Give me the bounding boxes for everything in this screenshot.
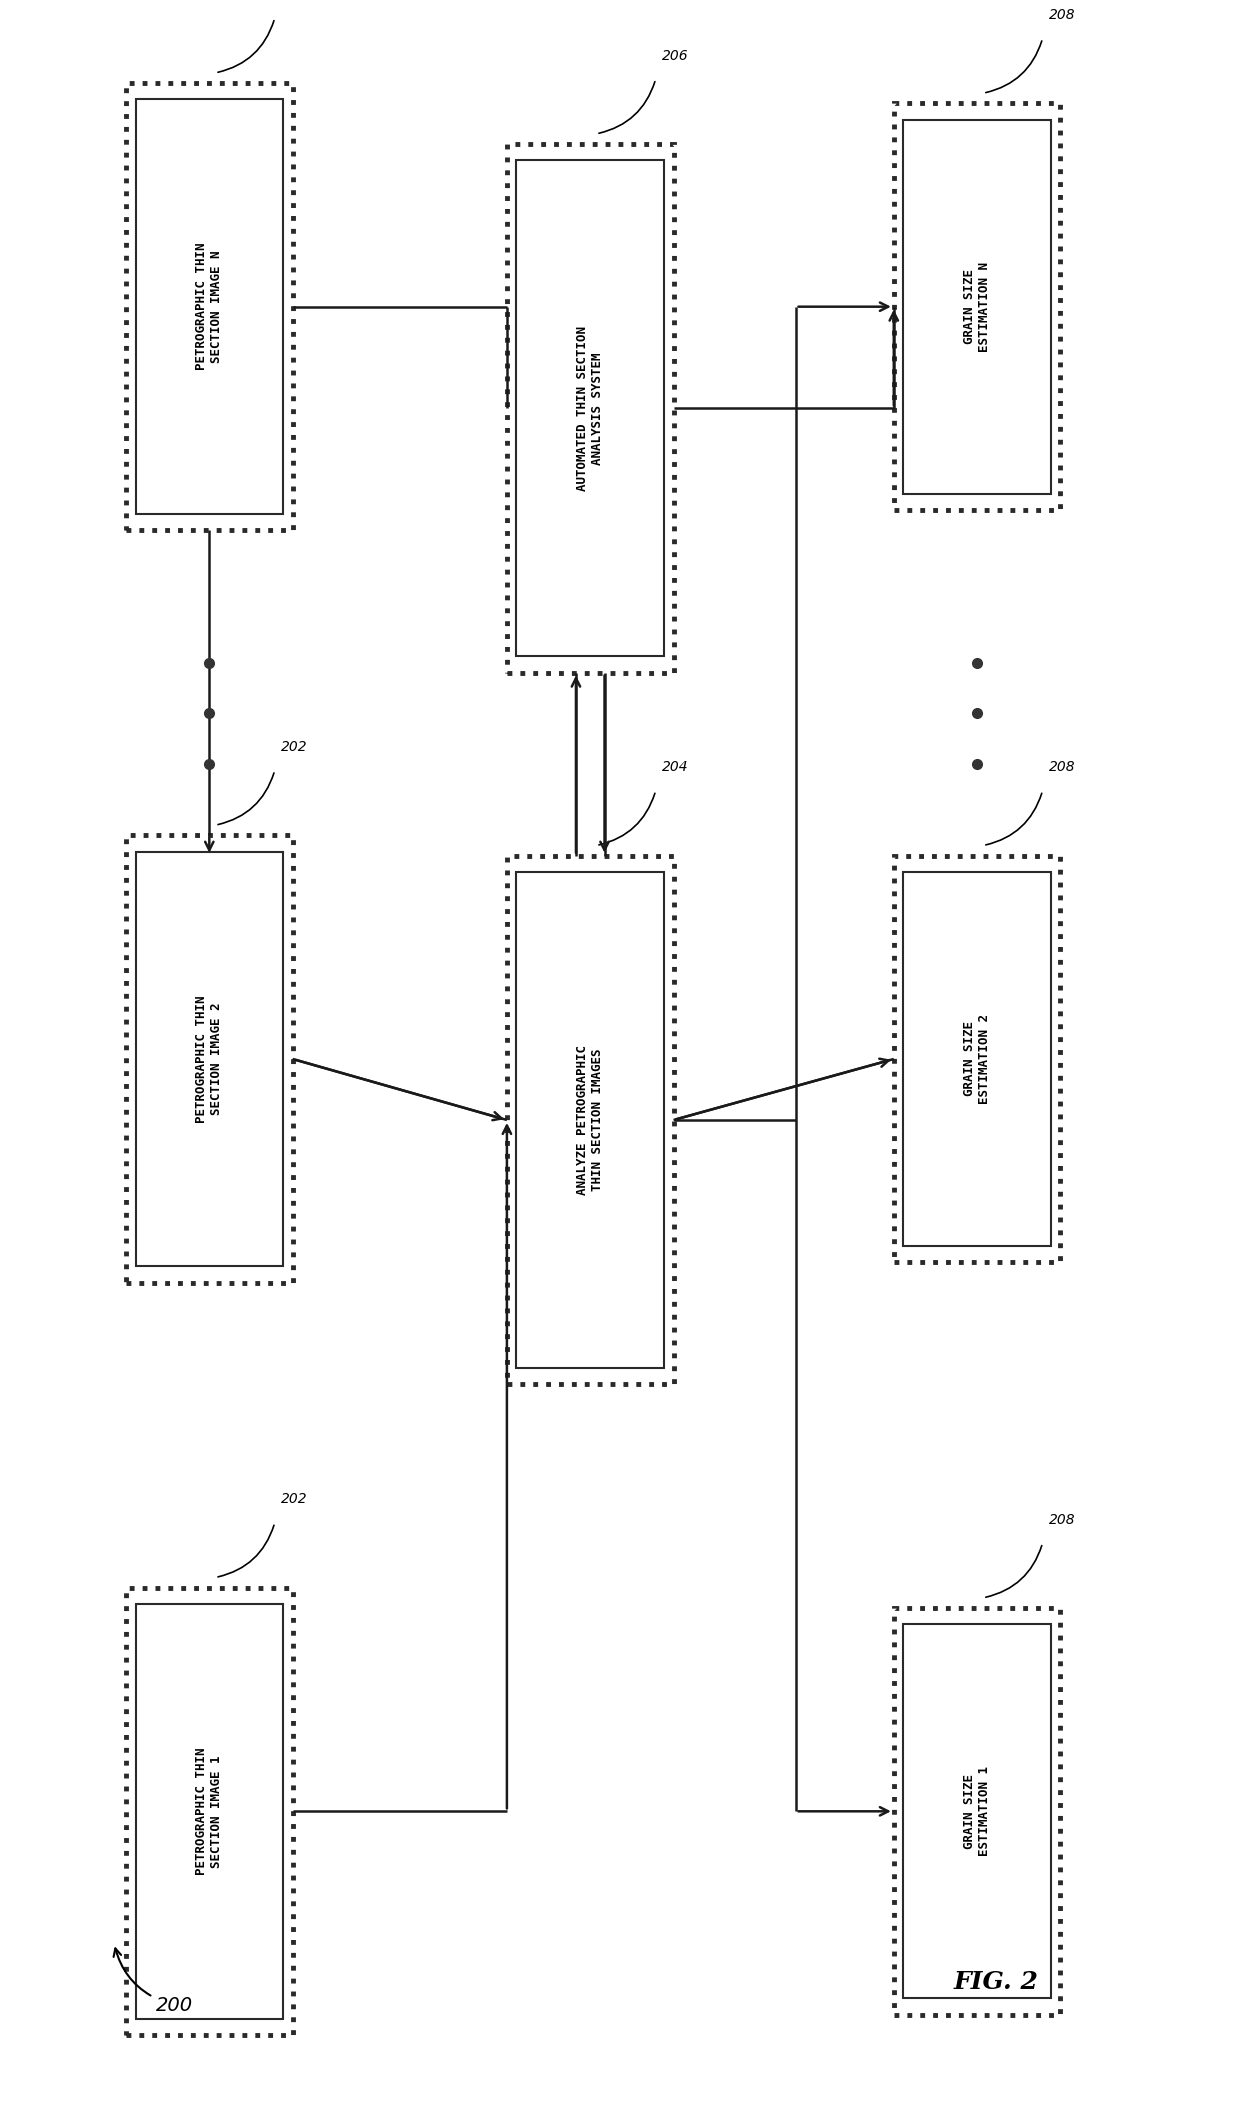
Bar (516, 873, 665, 1368)
Bar (507, 144, 673, 674)
Text: ANALYZE PETROGRAPHIC
THIN SECTION IMAGES: ANALYZE PETROGRAPHIC THIN SECTION IMAGES (577, 1044, 604, 1195)
Bar (126, 1588, 293, 2035)
Bar (135, 100, 283, 515)
Text: 200: 200 (114, 1949, 193, 2014)
Text: GRAIN SIZE
ESTIMATION 1: GRAIN SIZE ESTIMATION 1 (963, 1766, 991, 1855)
Bar (126, 1588, 293, 2035)
Text: 206: 206 (662, 49, 688, 64)
Bar (894, 104, 1060, 510)
Bar (135, 851, 283, 1267)
Bar (507, 144, 673, 674)
Bar (903, 873, 1052, 1245)
Bar (516, 161, 665, 657)
Bar (126, 834, 293, 1284)
Bar (894, 1608, 1060, 2014)
Bar (507, 856, 673, 1385)
Text: PETROGRAPHIC THIN
SECTION IMAGE 1: PETROGRAPHIC THIN SECTION IMAGE 1 (196, 1747, 223, 1874)
Bar (894, 856, 1060, 1262)
Bar (126, 83, 293, 530)
Bar (903, 1625, 1052, 1999)
Text: GRAIN SIZE
ESTIMATION 2: GRAIN SIZE ESTIMATION 2 (963, 1015, 991, 1103)
Text: AUTOMATED THIN SECTION
ANALYSIS SYSTEM: AUTOMATED THIN SECTION ANALYSIS SYSTEM (577, 326, 604, 491)
Text: GRAIN SIZE
ESTIMATION N: GRAIN SIZE ESTIMATION N (963, 263, 991, 352)
Text: 202: 202 (280, 739, 308, 754)
Text: FIG. 2: FIG. 2 (954, 1970, 1038, 1995)
Text: PETROGRAPHIC THIN
SECTION IMAGE N: PETROGRAPHIC THIN SECTION IMAGE N (196, 244, 223, 371)
Text: 208: 208 (1049, 760, 1075, 775)
Bar (135, 1603, 283, 2018)
Bar (126, 83, 293, 530)
Text: 208: 208 (1049, 8, 1075, 21)
Text: 202: 202 (280, 1493, 308, 1506)
Bar (894, 856, 1060, 1262)
Text: 208: 208 (1049, 1512, 1075, 1527)
Text: PETROGRAPHIC THIN
SECTION IMAGE 2: PETROGRAPHIC THIN SECTION IMAGE 2 (196, 995, 223, 1123)
Bar (894, 104, 1060, 510)
Text: 204: 204 (662, 760, 688, 775)
Bar (507, 856, 673, 1385)
Bar (903, 119, 1052, 493)
Bar (894, 1608, 1060, 2014)
Bar (126, 834, 293, 1284)
